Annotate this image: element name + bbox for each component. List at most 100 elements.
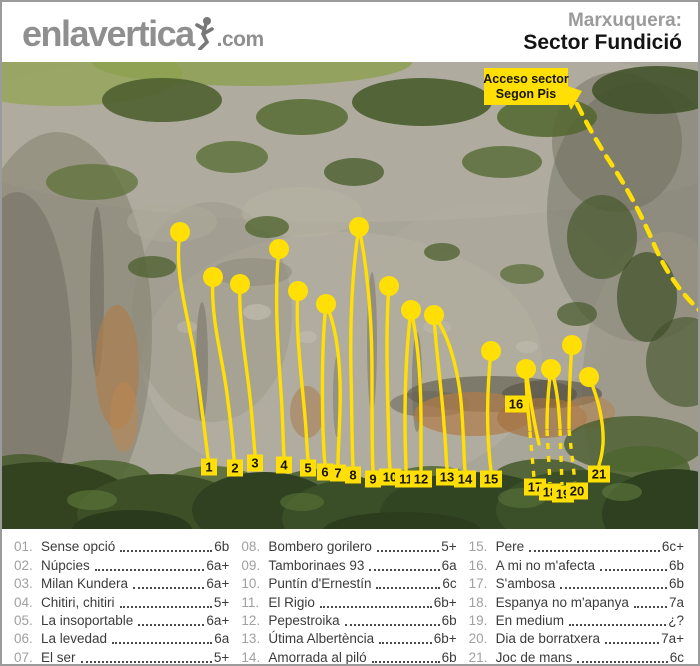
logo-text: enlavertica (22, 12, 195, 54)
route-name: Espanya no m'apanya (495, 594, 629, 610)
route-number: 12. (241, 612, 261, 628)
route-tag-20: 20 (566, 482, 588, 500)
anchor-dot-10 (379, 276, 399, 296)
route-name: Chitiri, chitiri (41, 594, 115, 610)
anchor-dot-5 (288, 281, 308, 301)
logo-suffix: .com (216, 27, 265, 51)
region-title: Marxuquera: (567, 10, 682, 32)
legend-row-8: 08. Bombero gorilero 5+ (241, 536, 456, 554)
route-tag-9: 9 (365, 470, 381, 488)
legend-row-5: 05. La insoportable 6a+ (14, 610, 229, 628)
route-line-10 (385, 284, 392, 470)
svg-text:1: 1 (205, 460, 212, 475)
route-tag-8: 8 (345, 466, 361, 484)
route-grade: 6a+ (206, 557, 230, 573)
route-line-9 (357, 225, 375, 472)
route-name: Amorrada al piló (268, 649, 367, 665)
access-label: Acceso sector Segon Pis (483, 68, 569, 105)
route-name: Pere (495, 539, 525, 555)
route-number: 02. (14, 557, 33, 573)
dot-leader (138, 623, 205, 626)
route-number: 03. (14, 576, 33, 592)
route-grade: 6a+ (206, 612, 230, 628)
svg-text:5: 5 (304, 461, 311, 476)
route-tag-21: 21 (588, 465, 610, 483)
svg-text:7: 7 (334, 466, 341, 481)
legend-row-1: 01. Sense opció 6b (14, 536, 229, 554)
site-logo: enlavertica .com (22, 12, 264, 55)
route-grade: 6b (668, 576, 684, 592)
route-number: 08. (241, 539, 261, 555)
route-grade: 7a+ (661, 631, 684, 647)
route-name: Milan Kundera (41, 576, 129, 592)
svg-text:17: 17 (528, 480, 542, 495)
legend-row-11: 11. El Rigio 6b+ (241, 591, 456, 610)
legend-row-19: 19. En medium ¿? (469, 610, 684, 628)
route-line-2 (210, 275, 236, 461)
legend-row-9: 09. Tamborinaes 93 6a (241, 554, 456, 573)
route-line-14 (432, 313, 467, 472)
legend-row-4: 04. Chitiri, chitiri 5+ (14, 591, 230, 610)
dot-leader (112, 642, 213, 645)
svg-text:11: 11 (399, 472, 413, 487)
route-name: La insoportable (41, 612, 134, 628)
legend-row-21: 21. Joc de mans 6c (469, 646, 684, 664)
route-number: 10. (241, 576, 261, 592)
route-number: 13. (241, 631, 261, 647)
route-grade: 5+ (441, 539, 457, 555)
route-line-3 (238, 282, 257, 456)
route-line-dashed-19 (558, 429, 564, 486)
legend-row-17: 17. S'ambosa 6b (469, 573, 684, 591)
route-line-19 (549, 367, 562, 430)
route-grade: 6a+ (206, 576, 230, 592)
legend-column-3: 15. Pere 6c+ 16. A mi no m'afecta 6b 17. S'ambo… (469, 536, 684, 664)
svg-text:9: 9 (369, 472, 376, 487)
route-tag-6: 6 (317, 463, 333, 481)
route-line-4 (274, 247, 286, 458)
route-grade: 6c (442, 576, 457, 592)
route-tag-7: 7 (330, 464, 346, 482)
route-line-11 (403, 308, 413, 472)
route-name: Dia de borratxera (495, 631, 600, 647)
anchor-dot-1 (170, 222, 190, 242)
route-line-7 (324, 302, 342, 466)
dot-leader (344, 623, 440, 626)
route-name: Bombero gorilero (268, 539, 372, 555)
svg-text:3: 3 (251, 456, 258, 471)
route-number: 15. (468, 539, 488, 555)
dot-leader (379, 642, 432, 645)
route-name: Núpcies (41, 557, 90, 573)
route-grade: 7a (668, 594, 684, 610)
route-name: A mi no m'afecta (495, 557, 596, 573)
route-name: El ser (41, 649, 76, 665)
route-line-13 (432, 313, 449, 470)
dot-leader (529, 550, 660, 553)
anchor-dot-15 (481, 341, 501, 361)
route-grade: 5+ (213, 649, 230, 665)
legend-row-7: 07. El ser 5+ (14, 646, 229, 664)
svg-text:4: 4 (280, 458, 288, 473)
dot-leader (376, 587, 441, 590)
route-grade: 6c+ (661, 539, 684, 555)
route-line-8 (349, 225, 361, 468)
route-number: 01. (14, 539, 33, 555)
legend-row-16: 16. A mi no m'afecta 6b (469, 554, 684, 573)
dot-leader (133, 587, 205, 590)
dot-leader (120, 550, 213, 553)
route-name: En medium (495, 612, 564, 628)
title-block: Marxuquera: Sector Fundició (523, 11, 682, 54)
route-tag-4: 4 (276, 456, 292, 474)
dot-leader (319, 605, 432, 608)
dot-leader (568, 623, 667, 626)
route-grade: 5+ (213, 594, 230, 610)
route-name: Pepestroika (268, 612, 340, 628)
dot-leader (80, 660, 212, 663)
vegetation-top (2, 62, 698, 342)
route-name: Sense opció (41, 539, 116, 555)
route-tag-2: 2 (227, 459, 243, 477)
route-line-5 (295, 289, 310, 461)
route-number: 11. (241, 594, 260, 610)
route-legend: 01. Sense opció 6b 02. Núpcies 6a+ 03. Milan Ku… (2, 529, 698, 664)
